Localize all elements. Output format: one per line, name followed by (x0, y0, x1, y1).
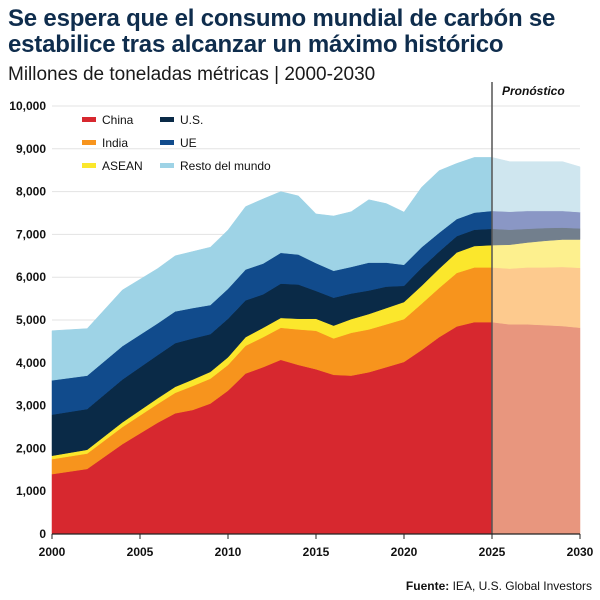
legend-label-asean: ASEAN (102, 159, 143, 173)
legend-swatch-china (82, 117, 96, 122)
chart-title: Se espera que el consumo mundial de carb… (8, 5, 556, 58)
legend-swatch-india (82, 140, 96, 145)
x-tick-label-2000: 2000 (39, 545, 66, 559)
area-india-forecast (491, 266, 581, 328)
y-tick-label-1000: 1,000 (16, 484, 46, 498)
source-text: IEA, U.S. Global Investors (449, 579, 592, 593)
legend-swatch-resto-del-mundo (160, 163, 174, 168)
y-tick-label-8000: 8,000 (16, 185, 46, 199)
legend: China U.S. India UE ASEAN Resto del mundo (82, 113, 271, 173)
y-tick-label-2000: 2,000 (16, 441, 46, 455)
source-note: Fuente: IEA, U.S. Global Investors (406, 579, 592, 593)
x-tick-label-2030: 2030 (567, 545, 594, 559)
forecast-label: Pronóstico (502, 84, 565, 98)
x-tick-label-2010: 2010 (215, 545, 242, 559)
axes: Pronóstico 2000 2005 2010 2015 2020 2025 2030 0 1… (9, 82, 594, 559)
legend-label-resto-del-mundo: Resto del mundo (180, 159, 271, 173)
legend-label-ue: UE (180, 136, 197, 150)
y-tick-label-0: 0 (39, 527, 46, 541)
y-tick-label-3000: 3,000 (16, 399, 46, 413)
x-tick-label-2005: 2005 (127, 545, 154, 559)
x-tick-label-2025: 2025 (479, 545, 506, 559)
area-china-forecast (491, 321, 581, 535)
y-tick-label-7000: 7,000 (16, 227, 46, 241)
legend-label-u-s: U.S. (180, 113, 203, 127)
source-label: Fuente: (405, 579, 450, 593)
legend-label-india: India (102, 136, 128, 150)
y-tick-label-4000: 4,000 (16, 356, 46, 370)
x-tick-label-2020: 2020 (391, 545, 418, 559)
y-tick-label-9000: 9,000 (16, 142, 46, 156)
chart-subtitle: Millones de toneladas métricas | 2000-20… (8, 64, 376, 85)
y-tick-label-10000: 10,000 (9, 99, 46, 113)
area-ue-forecast (491, 210, 581, 230)
legend-swatch-u-s (160, 117, 174, 122)
y-tick-label-5000: 5,000 (16, 313, 46, 327)
area-resto-del-mundo-forecast (491, 157, 581, 213)
area-layers (51, 157, 581, 535)
legend-swatch-ue (160, 140, 174, 145)
y-tick-label-6000: 6,000 (16, 270, 46, 284)
legend-label-china: China (102, 113, 134, 127)
legend-swatch-asean (82, 163, 96, 168)
x-tick-label-2015: 2015 (303, 545, 330, 559)
